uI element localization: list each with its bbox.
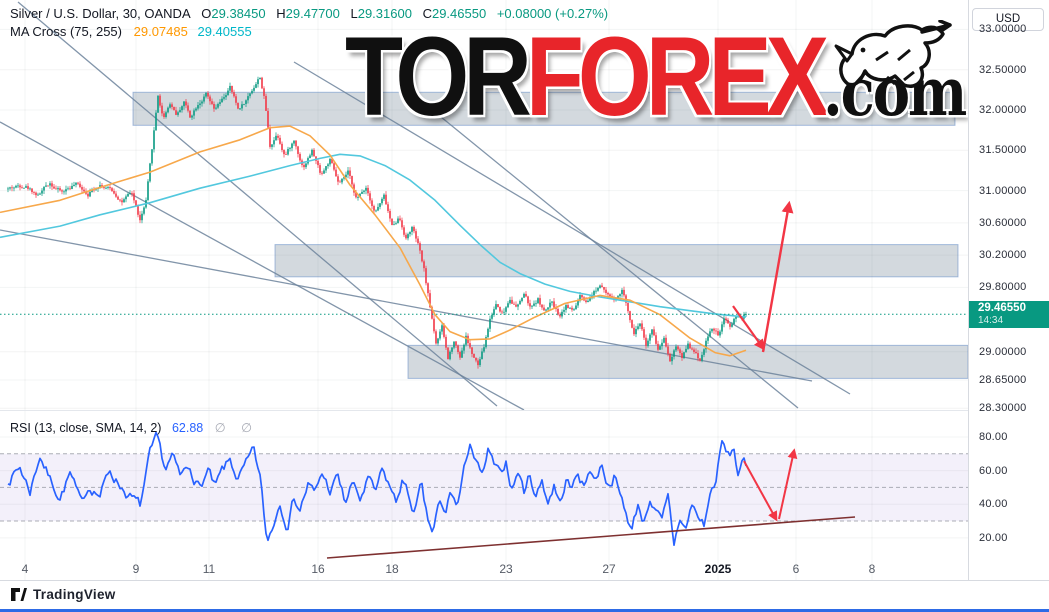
rsi-tick-label: 80.00 [979,431,1008,443]
ma75-line [0,125,747,357]
time-tick-label: 23 [499,562,513,576]
time-tick-label: 16 [311,562,325,576]
bull-logo-icon [834,20,952,88]
price-tick-label: 31.50000 [979,144,1027,157]
time-tick-label: 18 [385,562,399,576]
price-pane [0,1,968,410]
forecast-arrow-up [761,200,794,353]
time-tick-label: 9 [132,562,140,576]
close-label: C [422,6,432,21]
time-tick-label: 8 [868,562,876,576]
symbol-title[interactable]: Silver / U.S. Dollar, 30, OANDA [10,6,191,21]
price-tick-label: 28.30000 [979,402,1027,415]
forecast-arrow-down [732,305,765,351]
trendline [0,121,525,410]
rsi-support-trendline [326,516,856,559]
bar-countdown: 14:34 [978,315,1004,327]
rsi-pane [0,431,968,559]
time-tick-label: 27 [602,562,616,576]
trendline [429,107,799,409]
time-tick-label: 11 [202,562,216,576]
change-value: +0.08000 (+0.27%) [496,6,609,21]
open-value: 29.38450 [211,6,266,21]
time-tick-label: 2025 [704,562,732,576]
price-axis[interactable]: USD 29.46550 14:34 33.00000 32.50000 32.00… [968,0,1049,580]
high-label: H [276,6,286,21]
supply-demand-zone [132,91,956,126]
last-price-value: 29.46550 [978,302,1026,315]
rsi-tick-label: 60.00 [979,464,1008,477]
rsi-title[interactable]: RSI (13, close, SMA, 14, 2) [10,421,162,435]
rsi-arrow-up [778,448,798,520]
pane-separator[interactable] [0,410,1049,411]
price-tick-label: 29.80000 [979,281,1027,294]
price-tick-label: 30.20000 [979,249,1027,262]
tradingview-brand-text: TradingView [33,587,116,602]
currency-button[interactable]: USD [972,8,1044,31]
rsi-disabled-icons[interactable]: ∅ ∅ [214,421,258,435]
symbol-header: Silver / U.S. Dollar, 30, OANDA O29.3845… [10,6,608,21]
price-tick-label: 29.00000 [979,345,1027,358]
rsi-line [7,431,747,547]
grid [0,0,968,580]
price-tick-label: 32.00000 [979,104,1027,116]
time-tick-label: 6 [792,562,800,576]
time-tick-label: 4 [21,562,29,576]
ma255-line [0,153,747,318]
supply-demand-zone [407,344,968,379]
rsi-value: 62.88 [171,421,204,435]
time-axis[interactable]: 4 9 11 16 18 23 27 2025 6 8 [0,558,968,580]
bottom-accent-bar [0,609,1049,612]
rsi-arrow-down [743,460,778,522]
price-tick-label: 33.00000 [979,23,1027,36]
price-tick-label: 30.60000 [979,216,1027,229]
trendline [0,229,813,382]
low-label: L [350,6,358,21]
rsi-header: RSI (13, close, SMA, 14, 2) 62.88 ∅ ∅ [10,420,258,435]
watermark-tor: TOR [345,14,532,141]
tradingview-logo-icon [11,588,27,601]
ma-slow-value: 29.40555 [197,24,252,39]
high-value: 29.47700 [285,6,340,21]
last-price-badge: 29.46550 14:34 [969,301,1049,329]
ma-cross-header: MA Cross (75, 255) 29.07485 29.40555 [10,24,252,39]
price-tick-label: 32.50000 [979,63,1027,76]
torforex-watermark: TORFOREX.com [345,21,967,134]
price-tick-label: 31.00000 [979,184,1027,197]
close-value: 29.46550 [431,6,487,21]
ma-cross-title[interactable]: MA Cross (75, 255) [10,24,122,39]
price-tick-label: 28.65000 [979,374,1027,386]
ma-fast-value: 29.07485 [133,24,188,39]
rsi-tick-label: 20.00 [979,531,1008,544]
tradingview-attribution[interactable]: TradingView [10,587,116,602]
time-axis-separator [0,580,1049,581]
watermark-forex: FOREX [525,14,829,141]
low-value: 29.31600 [357,6,412,21]
open-label: O [201,6,212,21]
rsi-tick-label: 40.00 [979,498,1008,511]
trendline [17,1,498,407]
